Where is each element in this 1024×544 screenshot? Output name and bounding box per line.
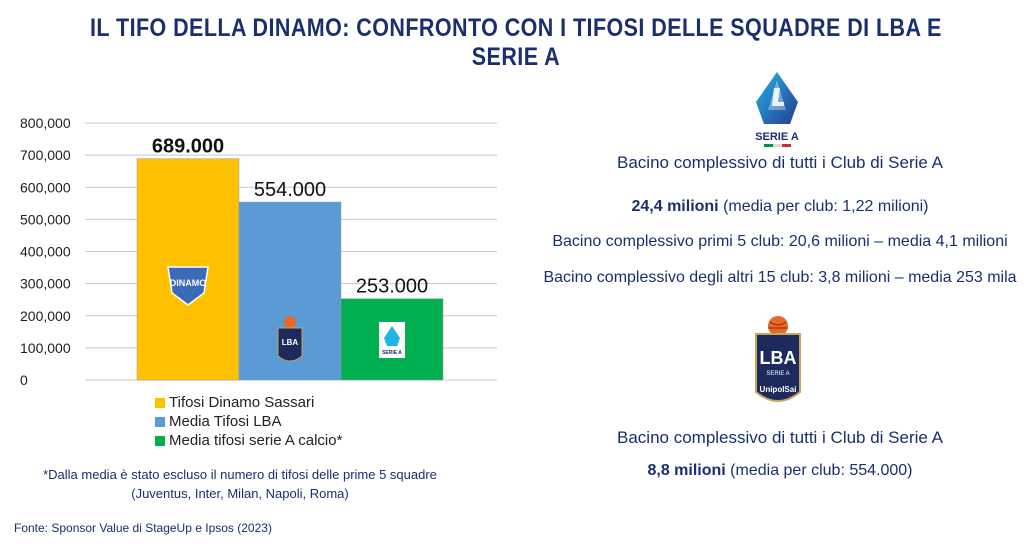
legend-swatch-dinamo bbox=[155, 397, 165, 408]
bar-data-label: 253.000 bbox=[356, 276, 428, 298]
y-tick-label: 600,000 bbox=[20, 179, 71, 195]
serie-a-total: 24,4 milioni (media per club: 1,22 milio… bbox=[530, 198, 1024, 216]
lba-logo-sub: SERIE A bbox=[766, 371, 789, 377]
chart-legend: Tifosi Dinamo Sassari Media Tifosi LBA M… bbox=[155, 393, 342, 450]
y-tick-label: 100,000 bbox=[20, 340, 71, 356]
lba-mini-logo bbox=[277, 327, 303, 362]
y-tick-label: 400,000 bbox=[20, 244, 71, 260]
legend-swatch-serie-a bbox=[155, 435, 165, 446]
lba-total-rest: (media per club: 554.000) bbox=[725, 462, 913, 479]
footnote-line-1: *Dalla media è stato escluso il numero d… bbox=[43, 467, 437, 482]
legend-item-dinamo: Tifosi Dinamo Sassari bbox=[155, 393, 342, 412]
legend-item-serie-a: Media tifosi serie A calcio* bbox=[155, 431, 342, 450]
legend-label-serie-a: Media tifosi serie A calcio* bbox=[169, 432, 343, 449]
serie-a-others: Bacino complessivo degli altri 15 club: … bbox=[543, 269, 1017, 286]
chart-y-ticks: 0 100,000 200,000 300,000 400,000 500,000 600,… bbox=[20, 115, 71, 388]
serie-a-mini-logo-text: SERIE A bbox=[382, 350, 402, 356]
y-tick-label: 700,000 bbox=[20, 147, 71, 163]
lba-total-bold: 8,8 milioni bbox=[647, 462, 726, 479]
lba-heading: Bacino complessivo di tutti i Club di Se… bbox=[617, 428, 943, 447]
page-title: IL TIFO DELLA DINAMO: CONFRONTO CON I TI… bbox=[90, 14, 942, 71]
chart-data-labels: 689.000 554.000 253.000 bbox=[152, 136, 428, 298]
y-tick-label: 0 bbox=[20, 372, 28, 388]
legend-swatch-lba bbox=[155, 416, 165, 427]
y-tick-label: 300,000 bbox=[20, 276, 71, 292]
serie-a-logo-text: SERIE A bbox=[755, 131, 799, 143]
dinamo-logo-shape bbox=[167, 266, 209, 306]
serie-a-mini-logo bbox=[384, 326, 400, 346]
lba-logo-sponsor: UnipolSai bbox=[760, 385, 797, 394]
legend-label-lba: Media Tifosi LBA bbox=[169, 413, 282, 430]
lba-mini-logo-text: LBA bbox=[282, 338, 299, 347]
serie-a-top5: Bacino complessivo primi 5 club: 20,6 mi… bbox=[552, 233, 1008, 250]
serie-a-logo: SERIE A bbox=[755, 72, 799, 147]
y-tick-label: 500,000 bbox=[20, 211, 71, 227]
lba-logo: LBA SERIE A UnipolSai bbox=[755, 316, 801, 402]
lba-total: 8,8 milioni (media per club: 554.000) bbox=[530, 462, 1024, 480]
bar-data-label: 554.000 bbox=[254, 179, 326, 201]
y-tick-label: 800,000 bbox=[20, 115, 71, 131]
serie-a-heading: Bacino complessivo di tutti i Club di Se… bbox=[617, 153, 943, 172]
source-note: Fonte: Sponsor Value di StageUp e Ipsos … bbox=[14, 521, 272, 535]
lba-mini-ball bbox=[284, 316, 296, 328]
serie-a-total-rest: (media per club: 1,22 milioni) bbox=[718, 198, 929, 215]
legend-item-lba: Media Tifosi LBA bbox=[155, 412, 342, 431]
chart-bar-logos: DINAMO LBA SERIE A bbox=[167, 266, 405, 362]
bar-data-label: 689.000 bbox=[152, 136, 224, 158]
footnote-line-2: (Juventus, Inter, Milan, Napoli, Roma) bbox=[131, 486, 349, 501]
dinamo-logo-text: DINAMO bbox=[170, 278, 207, 288]
bar-chart: 0 100,000 200,000 300,000 400,000 500,000 600,… bbox=[20, 115, 497, 388]
chart-footnote: *Dalla media è stato escluso il numero d… bbox=[30, 465, 450, 503]
y-tick-label: 200,000 bbox=[20, 308, 71, 324]
legend-label-dinamo: Tifosi Dinamo Sassari bbox=[169, 394, 315, 411]
serie-a-total-bold: 24,4 milioni bbox=[631, 198, 719, 215]
lba-logo-text: LBA bbox=[760, 348, 797, 368]
chart-bars bbox=[136, 158, 444, 381]
